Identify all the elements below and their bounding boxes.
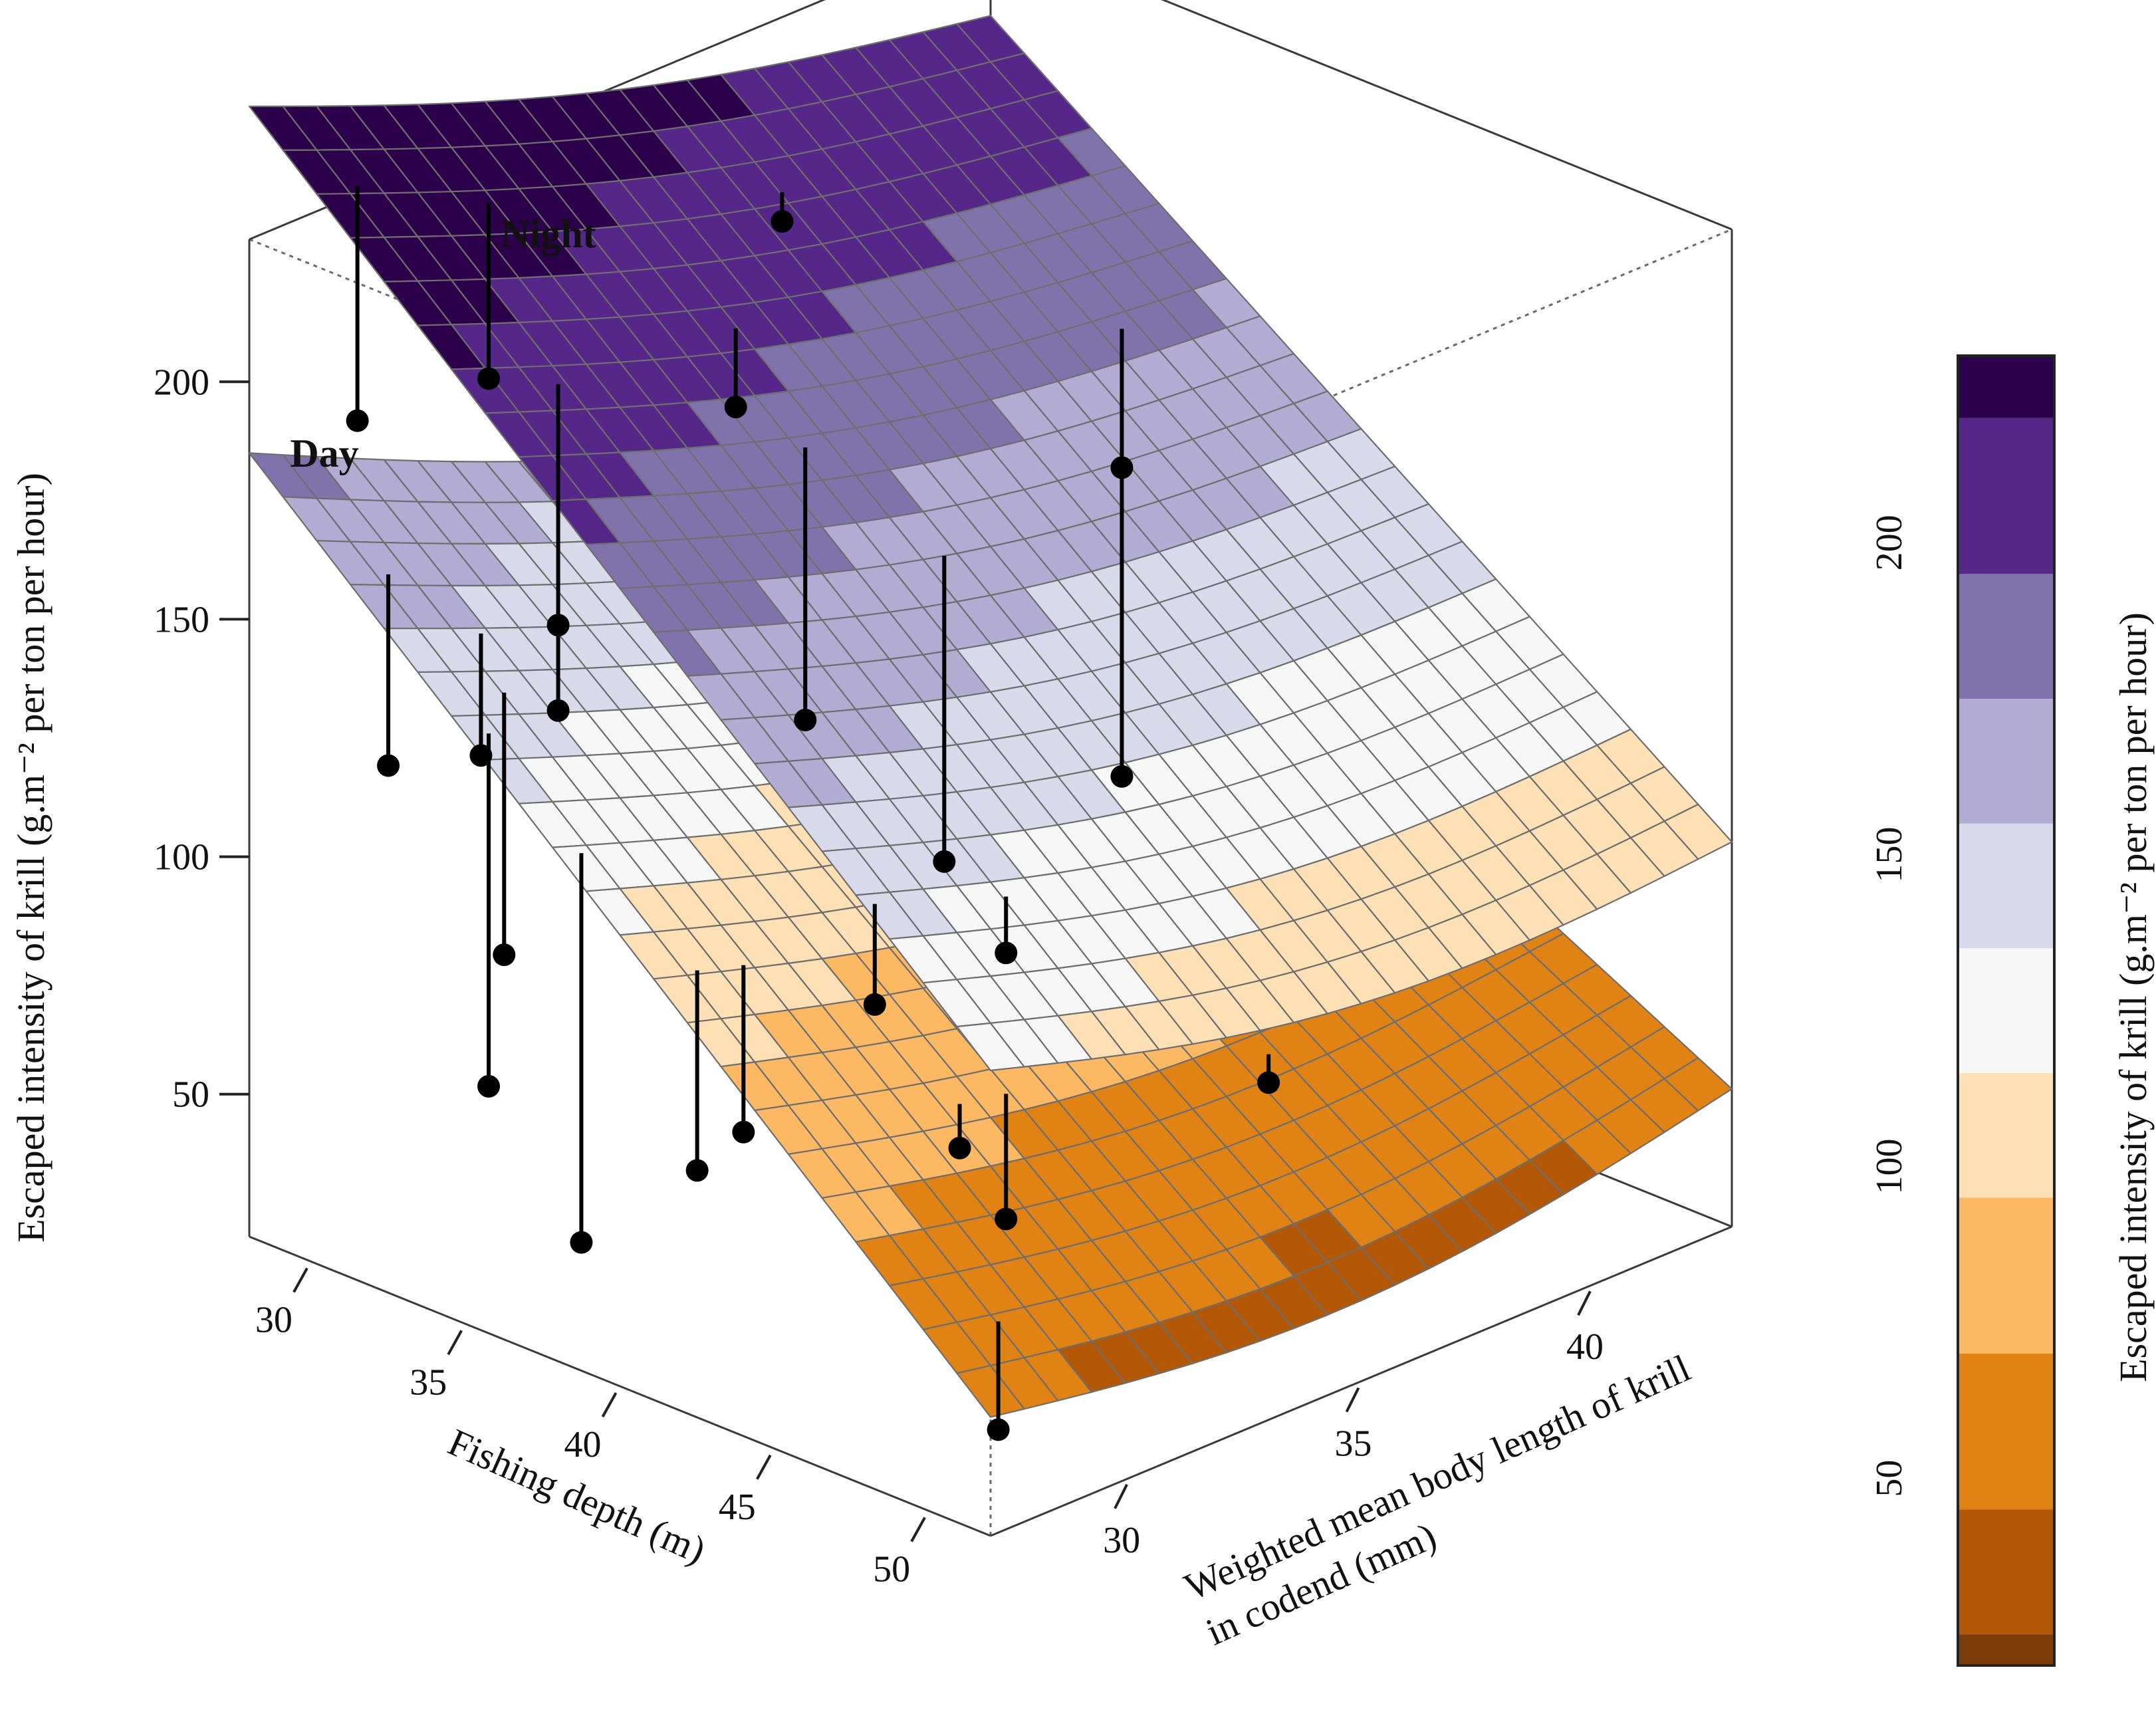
surface-label-day: Day: [290, 431, 358, 475]
observation-point: [477, 1074, 501, 1098]
colorbar-bin: [1958, 948, 2054, 1073]
surface-label-night: Night: [501, 212, 596, 256]
x-tick: [601, 1392, 618, 1417]
box-edge-hidden: [990, 228, 1733, 540]
z-tick-label: 50: [172, 1074, 209, 1116]
observation-point: [377, 754, 400, 777]
y-tick: [1345, 1387, 1360, 1413]
z-tick-label: 150: [154, 599, 209, 640]
observation-point: [493, 943, 516, 967]
observation-point: [724, 396, 747, 419]
x-tick: [910, 1517, 926, 1542]
y-tick-label: 40: [1566, 1326, 1604, 1368]
observation-point: [987, 1418, 1010, 1441]
colorbar-bin: [1958, 418, 2054, 574]
box-edge: [1161, 0, 1733, 231]
colorbar-title: Escaped intensity of krill (g.m⁻² per to…: [2111, 612, 2155, 1382]
y-axis-title-line1: Weighted mean body length of krill: [1178, 1346, 1697, 1609]
colorbar-bin: [1958, 1197, 2054, 1354]
box-edge: [249, 1235, 991, 1537]
colorbar-tick-label: 200: [1869, 515, 1910, 570]
observation-point: [1110, 765, 1134, 788]
colorbar-bin: [1958, 823, 2054, 949]
x-tick-label: 45: [719, 1487, 756, 1528]
colorbar-tick-label: 100: [1869, 1139, 1910, 1195]
x-tick-label: 40: [564, 1424, 602, 1465]
colorbar-bin: [1958, 574, 2054, 699]
observation-point: [685, 1159, 709, 1182]
colorbar-frame: [1957, 354, 2056, 1667]
y-tick-label: 35: [1335, 1423, 1372, 1465]
colorbar-bin: [1958, 356, 2054, 418]
observation-point: [1257, 1071, 1280, 1094]
colorbar-tick-label: 150: [1869, 827, 1910, 883]
colorbar-bin: [1958, 1634, 2054, 1665]
colorbar-tick-label: 50: [1869, 1460, 1910, 1497]
plot-box-front: [249, 1225, 1733, 1537]
observation-point: [948, 1136, 971, 1160]
x-tick-label: 50: [873, 1549, 910, 1590]
axis-ticks: 30 35 40 45 50 30 35 40 50 100 150 200: [154, 362, 1604, 1590]
observation-point: [771, 210, 794, 233]
z-tick-label: 200: [154, 362, 209, 403]
x-tick: [293, 1267, 308, 1293]
observation-point: [570, 1231, 593, 1254]
surfaces: [248, 15, 1733, 1418]
observations: [346, 186, 1280, 1441]
y-tick-label: 30: [1103, 1520, 1140, 1561]
observation-point: [863, 993, 886, 1016]
observation-point: [794, 708, 817, 731]
x-tick-label: 30: [255, 1300, 293, 1341]
observation-point: [546, 699, 570, 722]
colorbar-bin: [1958, 1072, 2054, 1198]
box-edge: [990, 1225, 1733, 1537]
observation-point: [995, 941, 1018, 965]
observation-point: [469, 744, 493, 767]
observation-point: [732, 1120, 755, 1144]
colorbar: 50 100 150 200: [1869, 354, 2056, 1667]
surface-cell-night: [1663, 803, 1733, 860]
x-tick: [447, 1330, 463, 1356]
colorbar-bin: [1958, 1509, 2054, 1635]
observation-point: [346, 409, 369, 432]
colorbar-bin: [1958, 1353, 2054, 1510]
z-axis-title: Escaped intensity of krill (g.m⁻² per to…: [9, 473, 53, 1243]
colorbar-bin: [1958, 698, 2054, 824]
y-tick: [1114, 1483, 1128, 1509]
observation-point: [933, 850, 956, 873]
surface-cell-day: [1663, 1056, 1733, 1112]
observation-point: [477, 367, 501, 390]
x-tick: [756, 1454, 772, 1480]
z-tick-label: 100: [154, 837, 209, 878]
x-tick-label: 35: [410, 1362, 447, 1403]
observation-point: [995, 1207, 1018, 1231]
y-tick: [1577, 1290, 1592, 1316]
